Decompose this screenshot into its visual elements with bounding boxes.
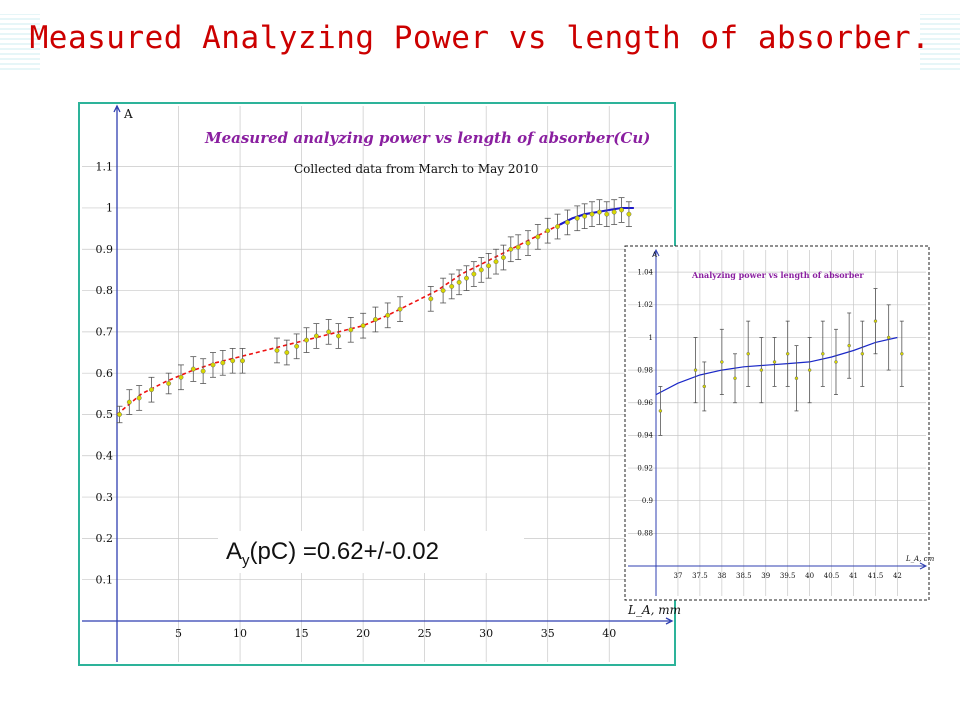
main-y-tick-label: 0.3 xyxy=(96,491,114,504)
main-data-point xyxy=(456,279,462,285)
main-data-point xyxy=(604,211,610,217)
main-data-point xyxy=(360,323,366,329)
main-data-point xyxy=(478,267,484,273)
main-data-point xyxy=(336,333,341,339)
slide-title: Measured Analyzing Power vs length of ab… xyxy=(29,20,931,56)
main-data-point xyxy=(471,271,477,277)
main-y-tick-label: 0.7 xyxy=(96,326,114,339)
main-chart-subtitle: Collected data from March to May 2010 xyxy=(294,162,538,176)
main-data-point xyxy=(326,329,332,335)
main-data-point xyxy=(210,362,216,368)
formula-subscript: y xyxy=(242,551,250,569)
title-stripe-mask xyxy=(40,14,920,70)
main-data-point xyxy=(136,395,142,401)
main-data-point xyxy=(564,219,570,225)
main-grid xyxy=(82,106,672,662)
main-y-tick-label: 1.1 xyxy=(96,160,114,173)
main-data-point xyxy=(304,337,309,343)
main-axes xyxy=(82,104,674,662)
main-data-point xyxy=(166,381,172,386)
main-data-point xyxy=(348,327,354,333)
main-data-point xyxy=(500,255,506,260)
main-data-point xyxy=(464,275,469,281)
main-chart-title: Measured analyzing power vs length of ab… xyxy=(204,129,650,147)
main-data-point xyxy=(178,374,184,380)
main-y-tick-label: 0.2 xyxy=(96,532,114,545)
main-data-point xyxy=(149,387,154,393)
formula-prefix: A xyxy=(226,538,243,565)
main-y-tick-label: 0.1 xyxy=(96,573,114,586)
main-data-point xyxy=(626,211,632,217)
main-x-tick-label: 15 xyxy=(295,627,309,640)
main-y-tick-label: 0.4 xyxy=(96,449,114,462)
main-y-tick-label: 0.6 xyxy=(96,367,114,380)
main-x-axis-arrow xyxy=(665,617,674,625)
main-ticks: 5 10 15 20 25 30 35 40 0.1 0.2 0.3 0.4 0.5 0.6 0.7 0.8 0… xyxy=(96,160,617,640)
main-data-point xyxy=(525,240,531,246)
main-y-tick-label: 0.8 xyxy=(96,284,114,297)
main-data-point xyxy=(493,259,499,265)
main-y-axis-arrow xyxy=(113,104,121,113)
main-data-point xyxy=(240,358,245,364)
main-data-point xyxy=(611,209,617,215)
main-y-tick-label: 0.5 xyxy=(96,408,114,421)
main-ylabel: A xyxy=(123,107,133,121)
main-x-tick-label: 35 xyxy=(541,627,555,640)
main-x-tick-label: 5 xyxy=(175,627,182,640)
formula-value: (pC) =0.62+/-0.02 xyxy=(249,538,439,565)
main-data-point xyxy=(284,350,290,355)
main-data-point xyxy=(190,366,196,372)
main-y-tick-label: 1 xyxy=(106,202,113,215)
main-x-tick-label: 10 xyxy=(233,627,247,640)
main-data-point xyxy=(200,368,206,374)
main-data-point xyxy=(545,228,551,234)
main-data-point xyxy=(274,348,280,353)
main-data-point xyxy=(126,399,132,405)
main-data-point xyxy=(397,306,403,312)
main-data-point xyxy=(619,207,624,213)
main-data-point xyxy=(508,246,514,252)
main-data-point xyxy=(449,283,455,289)
main-x-tick-label: 30 xyxy=(479,627,493,640)
main-x-tick-label: 40 xyxy=(602,627,616,640)
main-data-point xyxy=(117,412,122,417)
main-data-point xyxy=(535,234,541,240)
main-data-point xyxy=(574,215,580,221)
main-data-point xyxy=(589,211,595,217)
main-data-point xyxy=(582,213,588,219)
main-data-point xyxy=(515,244,521,250)
main-data-point xyxy=(313,333,319,339)
main-data-point xyxy=(428,296,434,302)
main-data-point xyxy=(385,312,391,318)
main-y-tick-label: 0.9 xyxy=(96,243,114,256)
main-data-point xyxy=(230,358,236,364)
main-xlabel: L_A, mm xyxy=(627,603,681,617)
main-data-point xyxy=(596,209,602,215)
main-data-point xyxy=(220,360,226,366)
main-marks xyxy=(116,197,634,424)
analyzing-power-result: Ay(pC) =0.62+/-0.02 xyxy=(218,531,524,573)
main-data-point xyxy=(372,317,378,322)
main-x-tick-label: 25 xyxy=(418,627,432,640)
main-data-point xyxy=(555,224,561,229)
main-x-tick-label: 20 xyxy=(356,627,370,640)
main-data-point xyxy=(294,343,300,349)
main-data-point xyxy=(486,263,492,269)
main-data-point xyxy=(440,288,446,294)
